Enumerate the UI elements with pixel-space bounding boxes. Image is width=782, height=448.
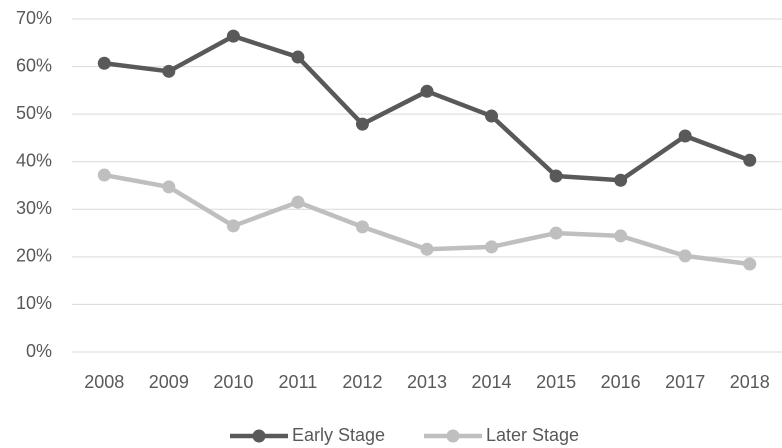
y-tick-label: 60% <box>16 55 52 75</box>
data-point <box>162 64 176 78</box>
data-point <box>355 220 369 234</box>
y-tick-label: 10% <box>16 293 52 313</box>
x-tick-label: 2018 <box>730 372 770 392</box>
y-tick-label: 0% <box>26 341 52 361</box>
y-tick-label: 70% <box>16 8 52 28</box>
legend-item: Later Stage <box>424 425 579 445</box>
data-point <box>743 257 757 271</box>
data-point <box>226 29 240 43</box>
x-tick-label: 2014 <box>472 372 512 392</box>
y-tick-label: 20% <box>16 246 52 266</box>
x-tick-label: 2011 <box>279 372 318 392</box>
x-tick-label: 2008 <box>84 372 124 392</box>
data-point <box>549 226 563 240</box>
x-tick-label: 2012 <box>342 372 382 392</box>
x-tick-label: 2009 <box>149 372 189 392</box>
data-point <box>291 50 305 64</box>
legend-label: Early Stage <box>292 425 385 445</box>
data-point <box>226 219 240 233</box>
data-point <box>485 109 499 123</box>
data-point <box>291 195 305 209</box>
legend-marker <box>252 429 266 443</box>
data-point <box>97 168 111 182</box>
x-tick-label: 2013 <box>407 372 447 392</box>
y-tick-label: 50% <box>16 103 52 123</box>
x-tick-label: 2010 <box>213 372 253 392</box>
y-tick-label: 30% <box>16 198 52 218</box>
data-point <box>678 129 692 143</box>
x-tick-label: 2017 <box>665 372 705 392</box>
series-line <box>103 33 751 183</box>
legend-marker <box>446 429 460 443</box>
data-point <box>485 240 499 254</box>
data-point <box>420 242 434 256</box>
y-tick-label: 40% <box>16 150 52 170</box>
data-point <box>614 173 628 187</box>
x-tick-label: 2016 <box>601 372 641 392</box>
data-point <box>355 117 369 131</box>
data-point <box>420 84 434 98</box>
data-point <box>162 180 176 194</box>
legend-label: Later Stage <box>486 425 579 445</box>
legend-item: Early Stage <box>230 425 385 445</box>
data-point <box>97 56 111 70</box>
data-point <box>678 249 692 263</box>
data-point <box>549 169 563 183</box>
data-point <box>743 153 757 167</box>
x-tick-label: 2015 <box>536 372 576 392</box>
data-point <box>614 229 628 243</box>
